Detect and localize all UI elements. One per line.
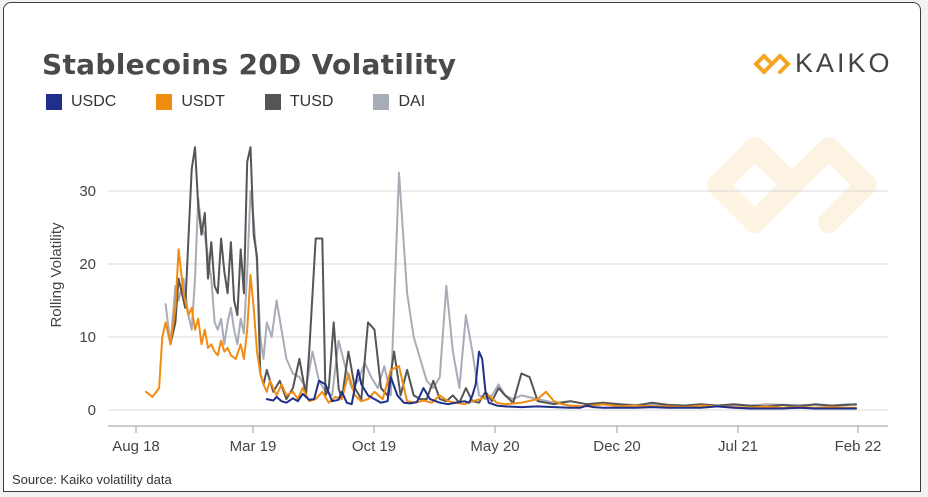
y-tick-label: 10 xyxy=(79,329,96,346)
y-axis-ticks: 0 10 20 30 xyxy=(79,183,96,419)
legend-swatch-usdt xyxy=(156,94,173,110)
x-tick-label: Oct 19 xyxy=(352,438,396,455)
legend-label-dai: DAI xyxy=(398,93,426,110)
series-line-usdc xyxy=(265,350,857,410)
y-tick-label: 0 xyxy=(88,402,96,419)
legend-item-usdc[interactable]: USDC xyxy=(46,93,116,111)
watermark-logo xyxy=(707,137,877,233)
chart-title: Stablecoins 20D Volatility xyxy=(42,48,457,81)
x-tick-label: May 20 xyxy=(470,438,519,455)
x-tick-label: Feb 22 xyxy=(835,438,882,455)
legend-swatch-tusd xyxy=(264,94,281,110)
legend-label-usdt: USDT xyxy=(181,93,225,110)
x-tick-label: Jul 21 xyxy=(718,438,758,455)
x-tick-label: Mar 19 xyxy=(230,438,277,455)
legend-item-tusd[interactable]: TUSD xyxy=(264,93,334,111)
series-line-tusd xyxy=(169,146,857,408)
x-tick-label: Aug 18 xyxy=(112,438,160,455)
legend-swatch-dai xyxy=(373,94,390,110)
y-axis-label: Rolling Volatility xyxy=(48,222,65,328)
series-lines xyxy=(145,146,857,410)
grid-lines xyxy=(108,190,888,411)
legend-label-tusd: TUSD xyxy=(289,93,334,110)
source-note: Source: Kaiko volatility data xyxy=(12,472,172,487)
kaiko-logo-icon xyxy=(753,52,791,75)
chart-legend: USDC USDT TUSD DAI xyxy=(46,93,465,111)
kaiko-logo-text: KAIKO xyxy=(795,48,893,78)
legend-item-usdt[interactable]: USDT xyxy=(156,93,225,111)
legend-label-usdc: USDC xyxy=(71,93,117,110)
y-tick-label: 20 xyxy=(79,256,96,273)
kaiko-logo: KAIKO xyxy=(752,48,893,79)
y-tick-label: 30 xyxy=(79,183,96,200)
legend-swatch-usdc xyxy=(46,94,62,110)
series-line-usdt xyxy=(145,248,857,409)
x-tick-label: Dec 20 xyxy=(593,438,641,455)
x-axis: Aug 18 Mar 19 Oct 19 May 20 Dec 20 Jul 21 Feb … xyxy=(108,425,888,455)
legend-item-dai[interactable]: DAI xyxy=(373,93,425,111)
